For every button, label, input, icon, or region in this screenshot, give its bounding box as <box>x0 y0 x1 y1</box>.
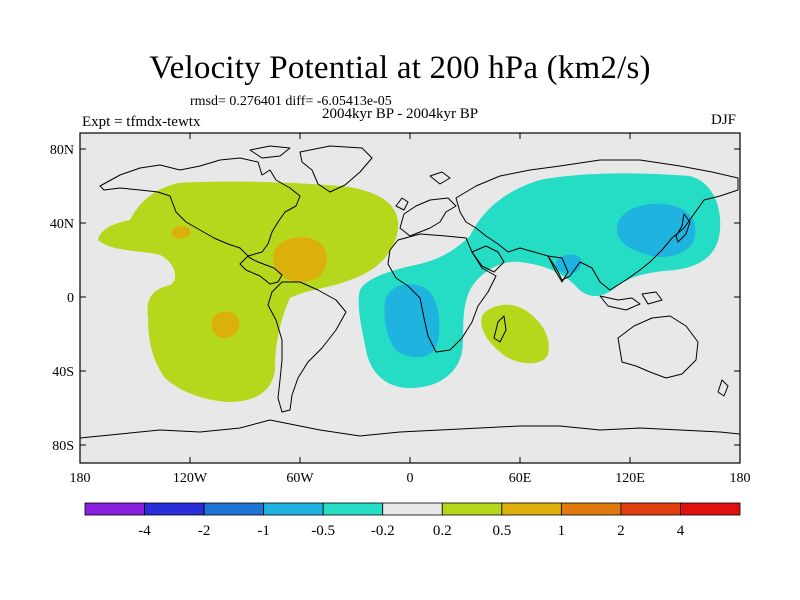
colorbar-swatch <box>263 502 324 516</box>
colorbar-swatch <box>620 502 681 516</box>
lat-label-80n: 80N <box>50 143 74 158</box>
lat-label-40s: 40S <box>52 365 74 380</box>
colorbar-label: -0.5 <box>311 523 335 539</box>
lon-label-180e: 180 <box>730 471 751 486</box>
season-label: DJF <box>711 112 737 128</box>
colorbar-label: 2 <box>617 523 625 539</box>
colorbar-swatch <box>322 502 384 516</box>
region-east-pacific <box>171 225 191 239</box>
colorbar-swatch <box>680 502 741 516</box>
colorbar: -4 -2 -1 -0.5 -0.2 0.2 0.5 1 2 4 <box>84 502 741 539</box>
colorbar-label: 0.2 <box>433 523 452 539</box>
region-americas-positive <box>98 181 399 402</box>
lon-label-0: 0 <box>407 471 414 486</box>
colorbar-swatch <box>441 502 503 516</box>
page-title: Velocity Potential at 200 hPa (km2/s) <box>149 50 651 86</box>
colorbar-swatch <box>203 502 265 516</box>
colorbar-label: 4 <box>677 523 685 539</box>
colorbar-label: 1 <box>558 523 566 539</box>
experiment-label: Expt = tfmdx-tewtx <box>82 114 201 130</box>
colorbar-swatch <box>144 502 205 516</box>
lon-label-120e: 120E <box>615 471 645 486</box>
lon-label-180w: 180 <box>70 471 91 486</box>
lat-label-80s: 80S <box>52 439 74 454</box>
colorbar-label: -4 <box>138 523 151 539</box>
latitude-axis: 80N 40N 0 40S 80S <box>50 143 740 454</box>
region-central-africa <box>384 284 440 358</box>
colorbar-label: 0.5 <box>492 523 511 539</box>
colorbar-swatch <box>560 502 622 516</box>
region-south-pacific <box>211 311 240 338</box>
region-madagascar <box>481 304 549 364</box>
colorbar-swatch <box>501 502 562 516</box>
colorbar-label: -2 <box>198 523 211 539</box>
stats-line: rmsd= 0.276401 diff= -6.05413e-05 <box>190 94 392 109</box>
lat-label-0: 0 <box>67 291 74 306</box>
contour-fields <box>80 145 740 439</box>
longitude-axis: 180 120W 60W 0 60E 120E 180 <box>70 133 751 486</box>
subtitle: 2004kyr BP - 2004kyr BP <box>322 106 479 122</box>
coastlines <box>80 145 740 439</box>
colorbar-swatch <box>84 502 145 516</box>
colorbar-swatch <box>382 502 443 516</box>
region-caribbean <box>273 237 327 282</box>
colorbar-label: -0.2 <box>371 523 395 539</box>
lat-label-40n: 40N <box>50 217 74 232</box>
lon-label-60w: 60W <box>286 471 314 486</box>
region-east-asia <box>616 203 696 257</box>
colorbar-label: -1 <box>257 523 270 539</box>
lon-label-60e: 60E <box>509 471 532 486</box>
lon-label-120w: 120W <box>173 471 208 486</box>
